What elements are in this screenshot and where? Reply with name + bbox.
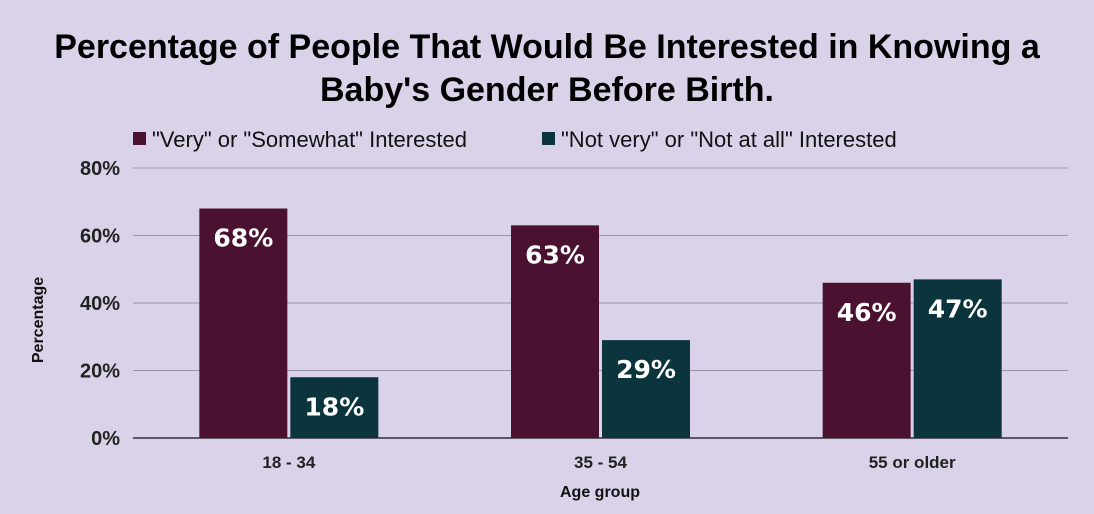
- legend-label-series-1: "Very" or "Somewhat" Interested: [152, 127, 467, 152]
- x-tick-label: 18 - 34: [262, 453, 315, 472]
- bars: [199, 208, 1002, 438]
- chart-title-line-2: Baby's Gender Before Birth.: [320, 71, 774, 109]
- y-tick-label: 20%: [80, 361, 120, 383]
- bar-series-1-3: [822, 282, 911, 438]
- data-label-series-1-3: 46%: [837, 298, 897, 327]
- x-axis-ticks: 18 - 34 35 - 54 55 or older: [262, 453, 956, 472]
- x-tick-label: 55 or older: [869, 453, 956, 472]
- bar-series-2-1: [290, 377, 379, 438]
- bar-series-2-2: [602, 340, 690, 438]
- bar-series-2-3: [913, 279, 1002, 438]
- y-axis-ticks: 0% 20% 40% 60% 80%: [80, 158, 120, 450]
- data-label-series-2-1: 18%: [304, 392, 364, 421]
- data-label-series-1-2: 63%: [525, 240, 585, 269]
- chart-title-line-1: Percentage of People That Would Be Inter…: [54, 28, 1041, 66]
- y-tick-label: 60%: [80, 226, 120, 248]
- data-labels: 68% 18% 63% 29% 46% 47%: [213, 224, 987, 422]
- y-tick-label: 80%: [80, 158, 120, 180]
- legend-label-series-2: "Not very" or "Not at all" Interested: [561, 127, 897, 152]
- bar-series-1-1: [199, 208, 288, 438]
- y-tick-label: 0%: [91, 428, 120, 450]
- data-label-series-2-2: 29%: [616, 355, 676, 384]
- legend-swatch-series-2: [542, 132, 555, 145]
- legend-swatch-series-1: [133, 132, 146, 145]
- bar-series-1-2: [511, 225, 599, 438]
- x-axis-label: Age group: [560, 484, 640, 501]
- data-label-series-1-1: 68%: [213, 224, 273, 253]
- y-axis-label: Percentage: [30, 277, 47, 363]
- y-tick-label: 40%: [80, 293, 120, 315]
- gridlines: [133, 167, 1068, 439]
- legend: "Very" or "Somewhat" Interested "Not ver…: [133, 127, 897, 152]
- x-tick-label: 35 - 54: [574, 453, 627, 472]
- data-label-series-2-3: 47%: [928, 294, 988, 323]
